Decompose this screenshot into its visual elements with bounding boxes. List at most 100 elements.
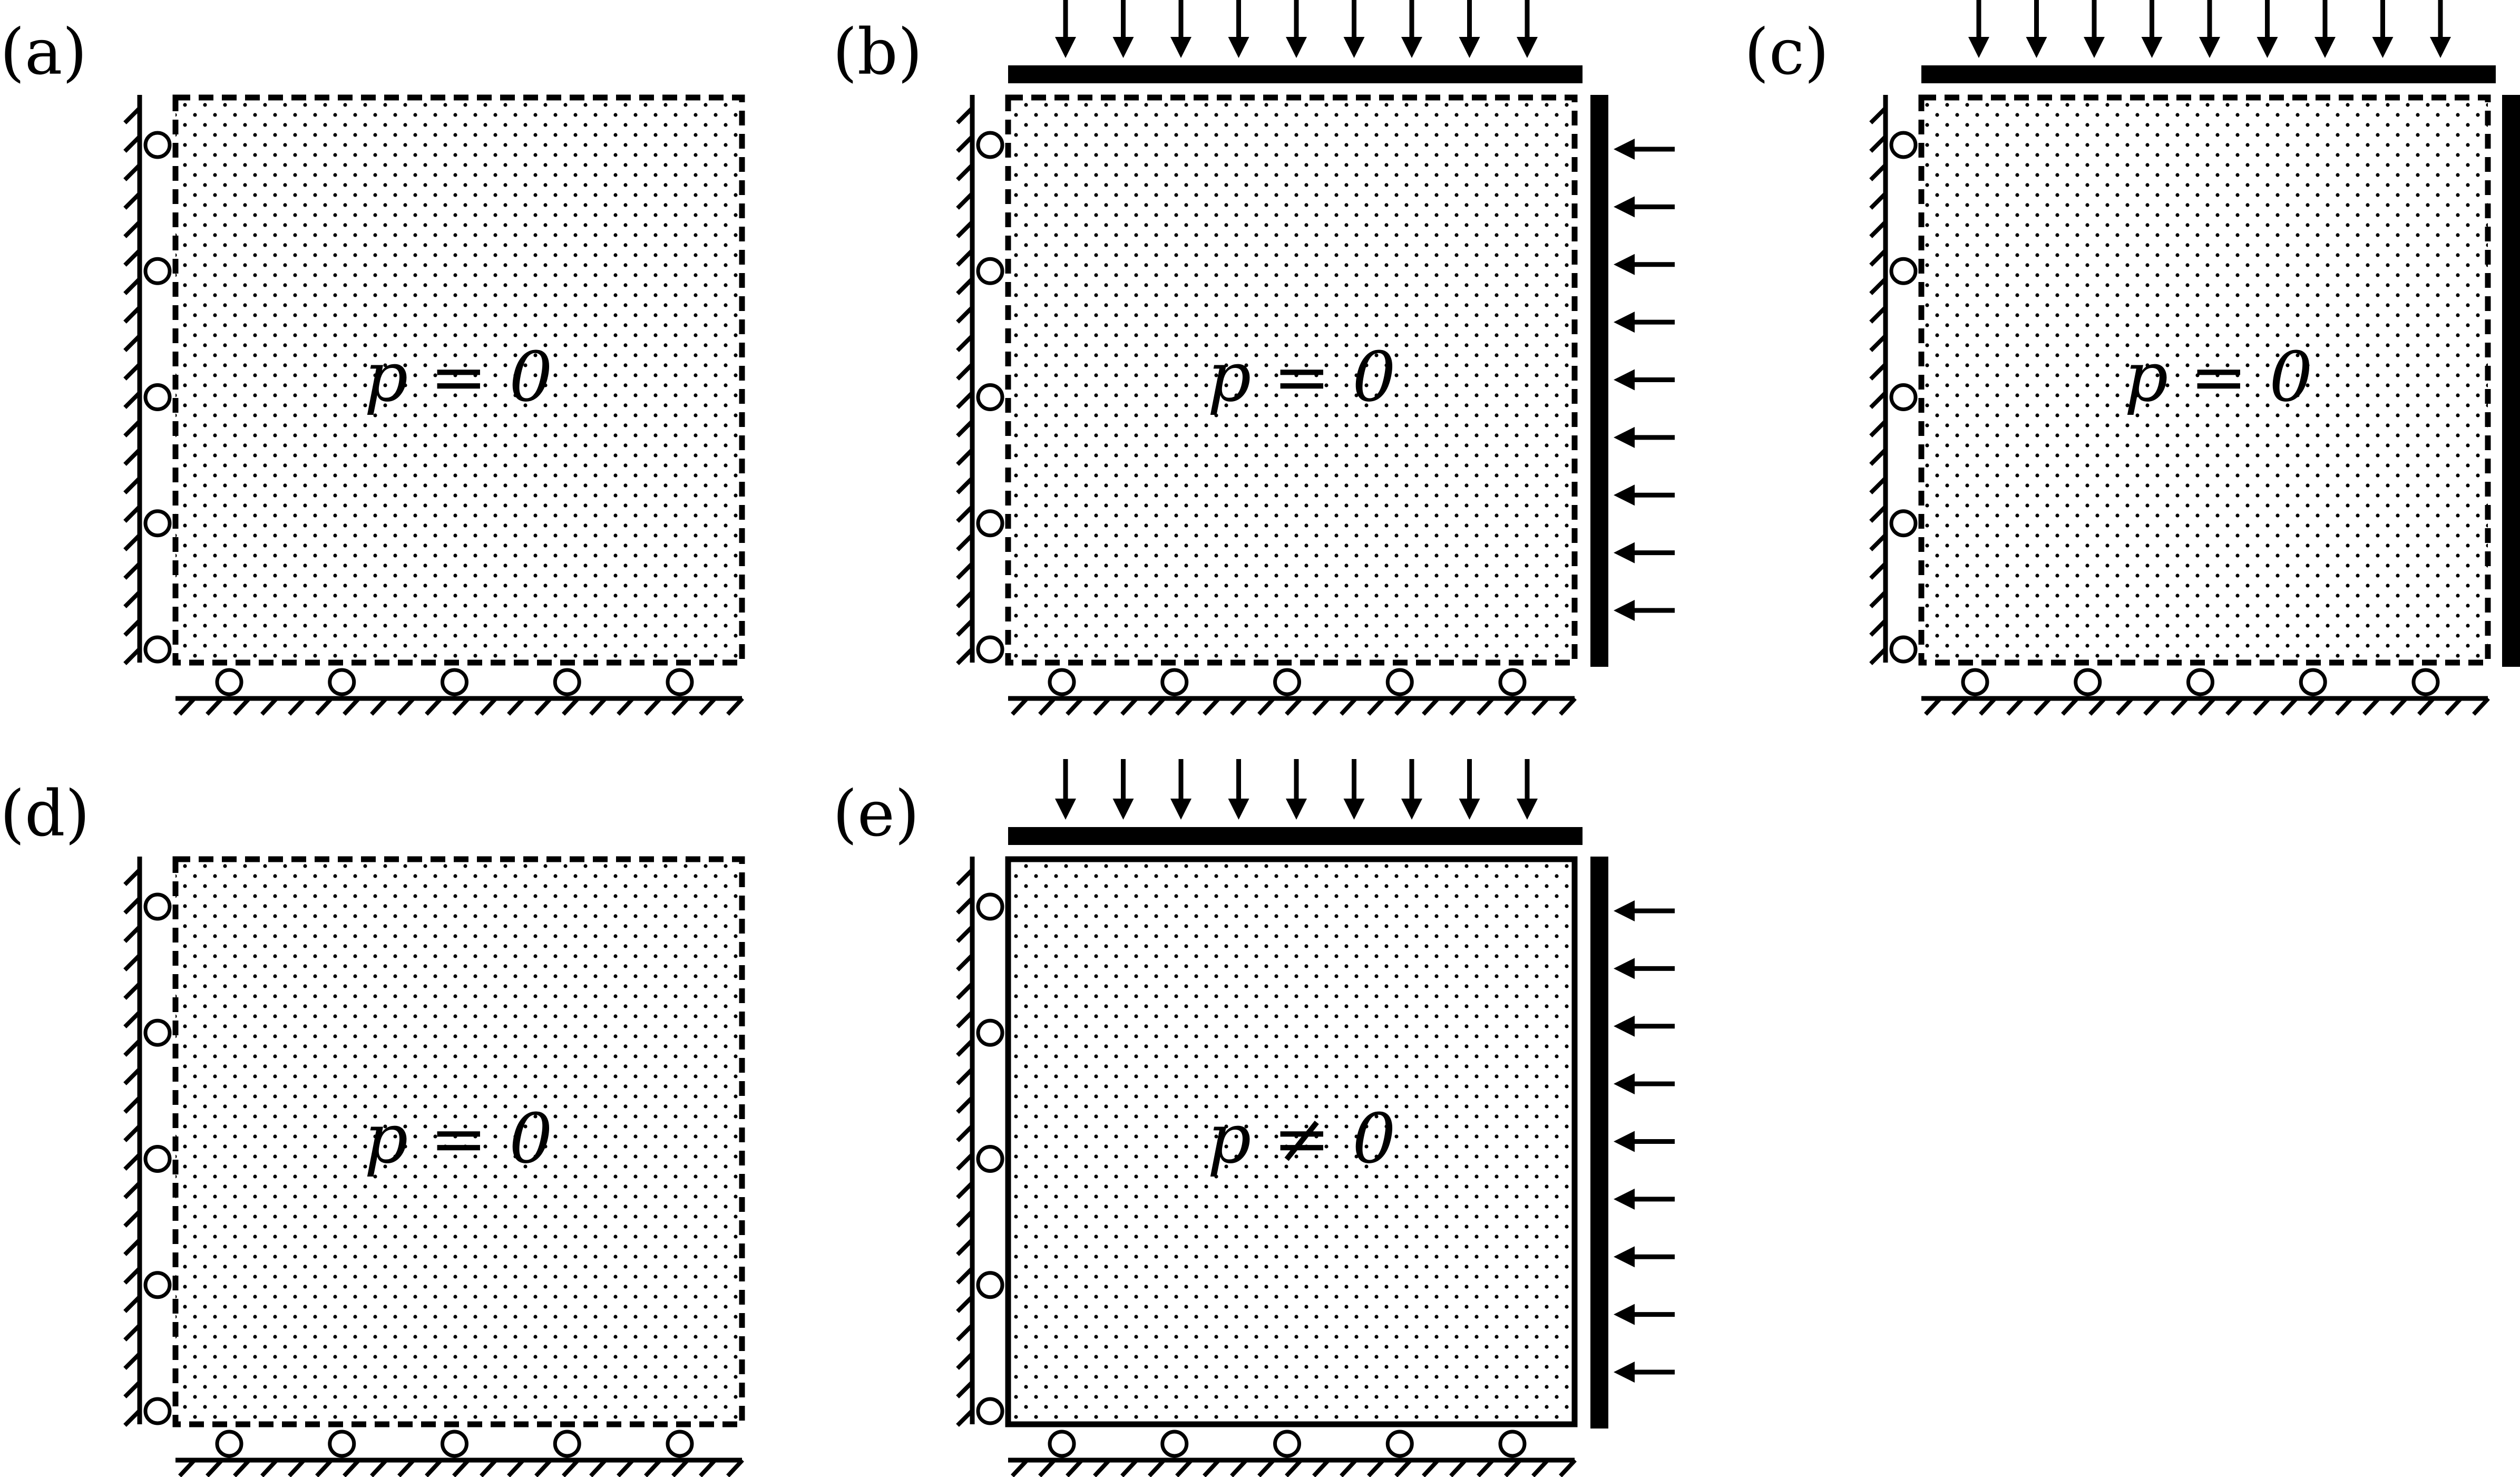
bottom-roller-support-a [175, 668, 744, 716]
support-hatch [2225, 697, 2243, 716]
support-hatch [956, 1096, 974, 1114]
support-hatch [1924, 697, 1942, 716]
roller-circle [1048, 1430, 1076, 1458]
support-hatch [956, 163, 974, 181]
support-hatch [123, 334, 141, 352]
support-hatch [1394, 1459, 1412, 1477]
support-hatch [123, 249, 141, 267]
support-hatch [1340, 1459, 1357, 1477]
left-roller-support-e [956, 857, 1004, 1427]
roller-circle [553, 1430, 581, 1458]
support-hatch [123, 163, 141, 181]
load-arrow-head [1614, 484, 1635, 506]
support-hatch [315, 1459, 333, 1477]
support-hatch [956, 982, 974, 1000]
roller-circle [143, 635, 172, 664]
bottom-roller-support-e [1008, 1430, 1577, 1477]
support-hatch [956, 897, 974, 915]
undrained-boundary-e [1005, 856, 1578, 1427]
load-arrow-head [1228, 37, 1249, 58]
support-hatch [123, 1295, 141, 1313]
support-hatch [1869, 533, 1887, 551]
pore-pressure-label-b: p = 0 [1207, 337, 1396, 417]
support-hatch [2198, 697, 2216, 716]
support-hatch [956, 1153, 974, 1171]
support-hatch [1869, 590, 1887, 608]
support-hatch [123, 590, 141, 608]
support-hatch [507, 1459, 525, 1477]
support-hatch [123, 868, 141, 886]
support-hatch [1869, 106, 1887, 124]
roller-circle [143, 131, 172, 159]
support-hatch [1951, 697, 1969, 716]
support-hatch [123, 925, 141, 943]
roller-circle [328, 1430, 356, 1458]
roller-circle [143, 1145, 172, 1173]
roller-circle [976, 1397, 1004, 1425]
load-arrow-head [1170, 37, 1191, 58]
support-hatch [370, 697, 388, 716]
support-hatch [2116, 697, 2134, 716]
support-hatch [123, 1010, 141, 1028]
support-hatch [562, 697, 580, 716]
load-arrow-head [1055, 799, 1076, 820]
support-hatch [956, 562, 974, 580]
top-load-arrows-e [1055, 759, 1538, 820]
load-arrow-head [1614, 1304, 1635, 1325]
roller-circle [1889, 635, 1918, 664]
support-hatch [589, 697, 607, 716]
support-hatch [1449, 697, 1467, 716]
bottom-roller-support-b [1008, 668, 1577, 716]
roller-circle [666, 1430, 694, 1458]
support-hatch [123, 135, 141, 153]
support-hatch [233, 697, 251, 716]
support-hatch [1066, 697, 1083, 716]
roller-circle [976, 1271, 1004, 1299]
support-hatch [2034, 697, 2052, 716]
roller-circle [215, 668, 243, 696]
drained-boundary-a [172, 94, 745, 666]
soil-sample-c [1921, 98, 2488, 663]
support-hatch [178, 697, 196, 716]
support-hatch [123, 106, 141, 124]
support-hatch [123, 1238, 141, 1256]
support-hatch [1066, 1459, 1083, 1477]
support-hatch [1869, 448, 1887, 466]
support-hatch [956, 505, 974, 523]
support-hatch [1285, 697, 1303, 716]
load-arrow-head [1614, 1188, 1635, 1210]
support-hatch [956, 1381, 974, 1398]
load-arrow-head [1401, 37, 1422, 58]
left-roller-support-d [123, 857, 172, 1427]
support-hatch [123, 619, 141, 637]
panel-d: (d) p = 0 [0, 778, 745, 1477]
roller-circle [143, 509, 172, 538]
support-hatch [1312, 697, 1330, 716]
load-arrow-head [2314, 37, 2336, 58]
support-hatch [123, 562, 141, 580]
support-hatch [1257, 697, 1275, 716]
support-hatch [123, 897, 141, 915]
support-hatch [123, 1267, 141, 1285]
load-arrow-head [1112, 799, 1134, 820]
support-hatch [206, 1459, 223, 1477]
support-hatch [1869, 619, 1887, 637]
roller-circle [976, 1018, 1004, 1047]
support-hatch [123, 533, 141, 551]
support-hatch [2253, 697, 2271, 716]
support-hatch [123, 982, 141, 1000]
roller-circle [2074, 668, 2102, 696]
load-arrow-head [1286, 799, 1307, 820]
support-hatch [1340, 697, 1357, 716]
support-hatch [425, 1459, 443, 1477]
top-loading-plate-b [1008, 65, 1583, 83]
load-arrow-head [1614, 1015, 1635, 1037]
roller-circle [215, 1430, 243, 1458]
support-hatch [1869, 220, 1887, 238]
load-arrow-head [1614, 542, 1635, 563]
support-hatch [1531, 1459, 1549, 1477]
support-hatch [2417, 697, 2435, 716]
left-roller-support-b [956, 95, 1004, 665]
support-hatch [956, 1295, 974, 1313]
